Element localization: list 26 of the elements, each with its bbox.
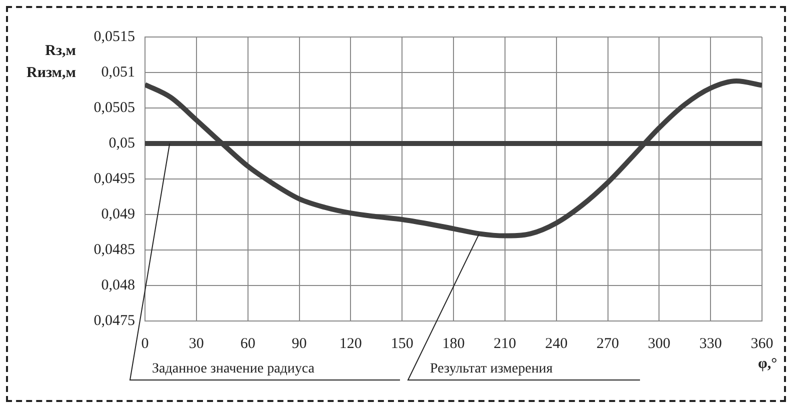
text: Заданное значение радиуса <box>152 362 316 377</box>
y-tick-label: 0,0475 <box>94 312 135 329</box>
x-tick-label: 90 <box>292 336 307 352</box>
y-tick-label: 0,048 <box>101 277 135 294</box>
y-axis-title: Rз,м Rизм,м <box>26 42 76 83</box>
x-tick-label: 180 <box>442 336 465 352</box>
x-tick-label: 0 <box>141 336 149 352</box>
x-tick-label: 270 <box>596 336 619 352</box>
x-tick-label: 300 <box>648 336 670 352</box>
x-tick-label: 150 <box>390 336 414 352</box>
y-tick-label: 0,0515 <box>94 28 135 45</box>
x-tick-label: 330 <box>699 336 722 352</box>
x-tick-label: 360 <box>750 336 774 352</box>
x-axis-title: φ,° <box>758 356 778 373</box>
y-tick-label: 0,049 <box>101 206 135 222</box>
x-tick-label: 210 <box>494 336 516 352</box>
x-tick-label: 60 <box>240 336 256 352</box>
x-tick-label: 30 <box>188 336 204 352</box>
y-tick-label: 0,0495 <box>94 170 135 187</box>
y-tick-label: 0,0485 <box>94 242 135 258</box>
y-tick-label: 0,05 <box>108 135 135 152</box>
x-tick-label: 240 <box>545 336 568 352</box>
y-tick-label: 0,0505 <box>94 100 135 116</box>
x-tick-label: 120 <box>339 336 362 352</box>
text: Результат измерения <box>430 362 554 377</box>
y-tick-label: 0,051 <box>101 64 135 80</box>
